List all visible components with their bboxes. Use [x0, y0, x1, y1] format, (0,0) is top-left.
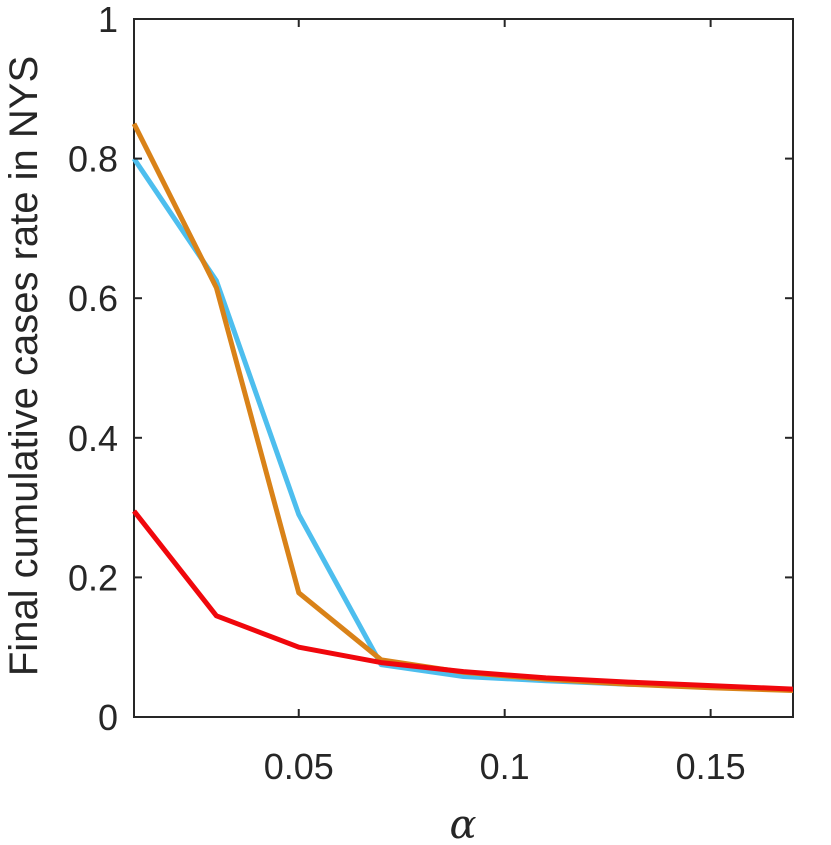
y-tick-label: 0.8: [68, 139, 118, 180]
y-tick-label: 1: [98, 0, 118, 40]
series-group: [131, 122, 794, 693]
series-line-2: [131, 122, 794, 693]
ticks: 0.05 0.1 0.15 0 0.2 0.4 0.6 0.8 1: [68, 0, 793, 787]
y-tick-label: 0: [98, 697, 118, 738]
x-tick-label: 0.15: [676, 746, 746, 787]
series-line-3: [132, 509, 794, 692]
y-tick-label: 0.2: [68, 557, 118, 598]
y-tick-label: 0.4: [68, 418, 118, 459]
axes: [133, 18, 794, 718]
series-line-1: [131, 157, 794, 693]
x-axis-label: α: [449, 802, 476, 845]
x-tick-label: 0.05: [264, 746, 334, 787]
y-axis-label: Final cumulative cases rate in NYS: [2, 56, 46, 676]
x-tick-label: 0.1: [480, 746, 530, 787]
plot-box: [133, 18, 794, 718]
y-tick-label: 0.6: [68, 278, 118, 319]
